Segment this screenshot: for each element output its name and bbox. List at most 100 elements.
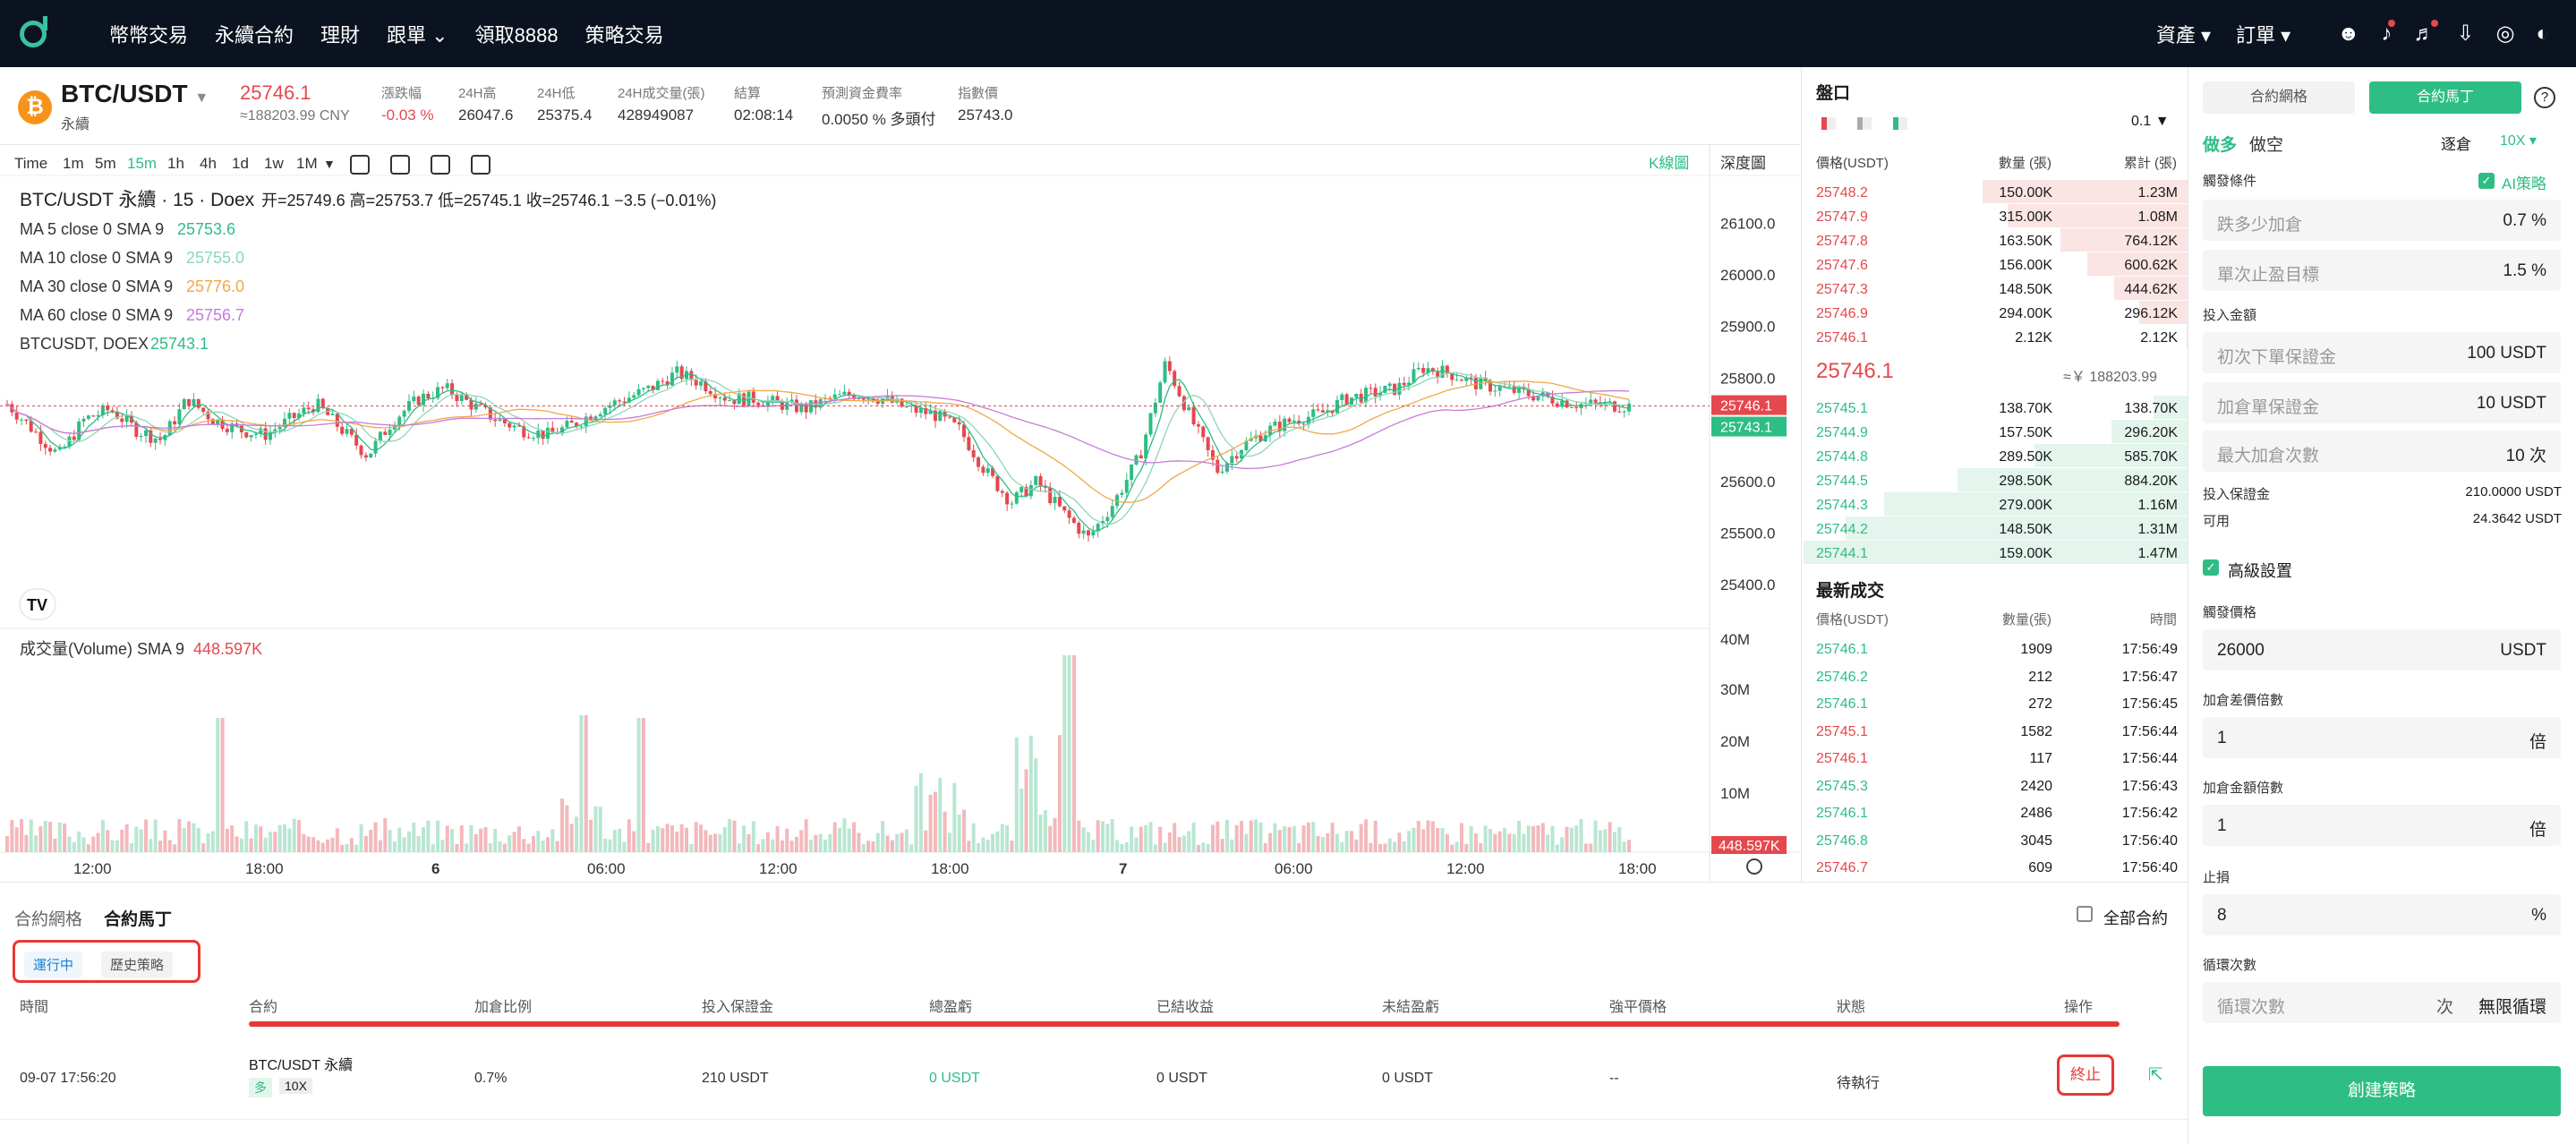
tab-contract-grid[interactable]: 合約網格 (2203, 81, 2355, 114)
precision-select[interactable]: 0.1 ▼ (2131, 114, 2170, 129)
symbol-selector[interactable]: BTC/USDT ▼ (61, 80, 209, 107)
ask-row[interactable]: 25747.8 163.50K 764.12K (1802, 228, 2188, 255)
layout-icon[interactable] (471, 155, 490, 175)
candle-body (1215, 459, 1220, 474)
bid-row[interactable]: 25744.2 148.50K 1.31M (1802, 517, 2188, 543)
short-tab[interactable]: 做空 (2249, 136, 2284, 155)
view-asks-icon[interactable] (1893, 117, 1907, 130)
volume-bar (431, 844, 435, 852)
volume-bar (320, 842, 325, 852)
nav-finance[interactable]: 理財 (320, 23, 361, 47)
ask-depth-bar (2114, 277, 2188, 300)
tab-contract-grid[interactable]: 合約網格 (14, 910, 83, 929)
tab-contract-martin[interactable]: 合約馬丁 (2369, 81, 2521, 114)
volume-bar (1105, 824, 1110, 852)
interval-1h[interactable]: 1h (167, 155, 184, 172)
theme-icon[interactable]: ◐ (2536, 21, 2550, 46)
price-tag-index-text: 25743.1 (1720, 421, 1772, 436)
trigger-price-field[interactable]: 26000 USDT (2203, 629, 2561, 670)
initial-margin-field[interactable]: 初次下單保證金 100 USDT (2203, 332, 2561, 373)
tab-contract-martin[interactable]: 合約馬丁 (104, 910, 173, 929)
ma-label: MA 60 close 0 SMA 9 (20, 306, 173, 324)
ask-row[interactable]: 25747.9 315.00K 1.08M (1802, 204, 2188, 231)
nav-copy-trade[interactable]: 跟單 ⌄ (387, 23, 448, 47)
indicator-icon[interactable] (350, 155, 370, 175)
interval-1m[interactable]: 1m (63, 155, 84, 172)
price-chart[interactable]: Time 1m 5m 15m 1h 4h 1d 1w 1M ▼ K線圖 深度圖 BTC/USDT 永續 … (0, 145, 1801, 882)
nav-orders[interactable]: 訂單 ▾ (2236, 23, 2291, 47)
margin-mode[interactable]: 逐倉 (2441, 136, 2471, 153)
ask-row[interactable]: 25747.3 148.50K 444.62K (1802, 277, 2188, 303)
interval-15m[interactable]: 15m (127, 155, 157, 172)
spread-multiplier-field-label: 加倉差價倍數 (2203, 693, 2284, 708)
bid-row[interactable]: 25744.1 159.00K 1.47M (1802, 541, 2188, 568)
interval-dropdown-icon[interactable]: ▼ (323, 157, 336, 171)
take-profit-field[interactable]: 單次止盈目標 1.5 % (2203, 250, 2561, 291)
advanced-checkbox[interactable]: ✓ (2203, 559, 2219, 576)
bid-row[interactable]: 25744.9 157.50K 296.20K (1802, 420, 2188, 447)
bell-icon[interactable]: ♪ (2381, 19, 2396, 47)
long-tab[interactable]: 做多 (2203, 136, 2238, 155)
globe-icon[interactable]: ◎ (2495, 21, 2515, 46)
ask-row[interactable]: 25748.2 150.00K 1.23M (1802, 180, 2188, 207)
help-icon[interactable]: ? (2534, 87, 2555, 108)
view-bids-icon[interactable] (1857, 117, 1872, 130)
stat-value: 25743.0 (958, 107, 1013, 124)
candle-body (1349, 397, 1353, 406)
ai-checkbox[interactable]: ✓ (2478, 173, 2495, 189)
settings-icon[interactable] (390, 155, 410, 175)
infinite-loop-toggle[interactable]: 無限循環 (2478, 998, 2546, 1017)
leverage-select[interactable]: 10X ▾ (2500, 133, 2537, 149)
ask-row[interactable]: 25746.9 294.00K 296.12K (1802, 301, 2188, 328)
fullscreen-icon[interactable] (431, 155, 450, 175)
interval-1d[interactable]: 1d (232, 155, 249, 172)
chart-area[interactable]: Time 1m 5m 15m 1h 4h 1d 1w 1M ▼ K線圖 深度圖 BTC/USDT 永續 … (0, 145, 1801, 882)
view-both-icon[interactable] (1821, 117, 1836, 130)
drop-add-field[interactable]: 跌多少加倉 0.7 % (2203, 200, 2561, 241)
bid-row[interactable]: 25744.8 289.50K 585.70K (1802, 444, 2188, 471)
create-strategy-button[interactable]: 創建策略 (2203, 1066, 2561, 1116)
user-icon[interactable]: ☻ (2337, 21, 2360, 46)
interval-1w[interactable]: 1w (264, 155, 284, 172)
interval-4h[interactable]: 4h (200, 155, 217, 172)
candle-body (1019, 487, 1024, 492)
cell-contract[interactable]: BTC/USDT 永續 (249, 1058, 354, 1073)
interval-Time[interactable]: Time (14, 155, 47, 172)
loop-count-field[interactable]: 循環次數 次 無限循環 (2203, 982, 2561, 1023)
subtab-running[interactable]: 運行中 (24, 952, 83, 978)
bid-row[interactable]: 25745.1 138.70K 138.70K (1802, 396, 2188, 423)
max-add-field[interactable]: 最大加倉次數 10 次 (2203, 431, 2561, 472)
ask-row[interactable]: 25747.6 156.00K 600.62K (1802, 252, 2188, 279)
stop-loss-field[interactable]: 8% (2203, 894, 2561, 935)
candle-body (302, 407, 306, 414)
nav-strategy[interactable]: 策略交易 (584, 23, 664, 47)
bid-row[interactable]: 25744.5 298.50K 884.20K (1802, 468, 2188, 495)
volume-bar (1273, 823, 1277, 852)
stop-strategy-button[interactable]: 終止 (2057, 1054, 2114, 1096)
interval-1M[interactable]: 1M (296, 155, 318, 172)
bid-row[interactable]: 25744.3 279.00K 1.16M (1802, 492, 2188, 519)
ask-row[interactable]: 25746.1 2.12K 2.12K (1802, 325, 2188, 352)
kline-tab[interactable]: K線圖 (1649, 155, 1689, 172)
nav-bonus[interactable]: 領取8888 (474, 23, 559, 47)
share-icon[interactable]: ⇱ (2148, 1065, 2163, 1085)
nav-spot[interactable]: 幣幣交易 (109, 23, 189, 47)
nav-assets[interactable]: 資產 ▾ (2155, 23, 2211, 47)
add-margin-field[interactable]: 加倉單保證金 10 USDT (2203, 382, 2561, 423)
interval-5m[interactable]: 5m (95, 155, 116, 172)
strategy-panel: 合約網格 合約馬丁? 做多 做空 逐倉 10X ▾ 觸發條件 ✓ AI策略 跌多少加倉 0.7 % 單… (2188, 67, 2576, 1144)
volume-bar (1230, 839, 1234, 852)
all-contracts-checkbox[interactable] (2077, 906, 2093, 922)
nav-perpetual[interactable]: 永續合約 (215, 23, 294, 47)
download-icon[interactable]: ⇩ (2456, 21, 2475, 46)
tradingview-logo-icon[interactable] (19, 588, 56, 620)
chart-settings-icon[interactable] (1746, 858, 1762, 875)
depth-tab[interactable]: 深度圖 (1720, 155, 1766, 172)
logo-icon[interactable] (20, 15, 47, 47)
candle-body (1469, 377, 1473, 379)
speaker-icon[interactable]: ♬ (2413, 19, 2439, 47)
subtab-history[interactable]: 歷史策略 (101, 952, 174, 978)
top-nav: 幣幣交易 永續合約 理財 跟單 ⌄ 領取8888 策略交易 資產 ▾ 訂單 ▾ … (0, 0, 2576, 67)
